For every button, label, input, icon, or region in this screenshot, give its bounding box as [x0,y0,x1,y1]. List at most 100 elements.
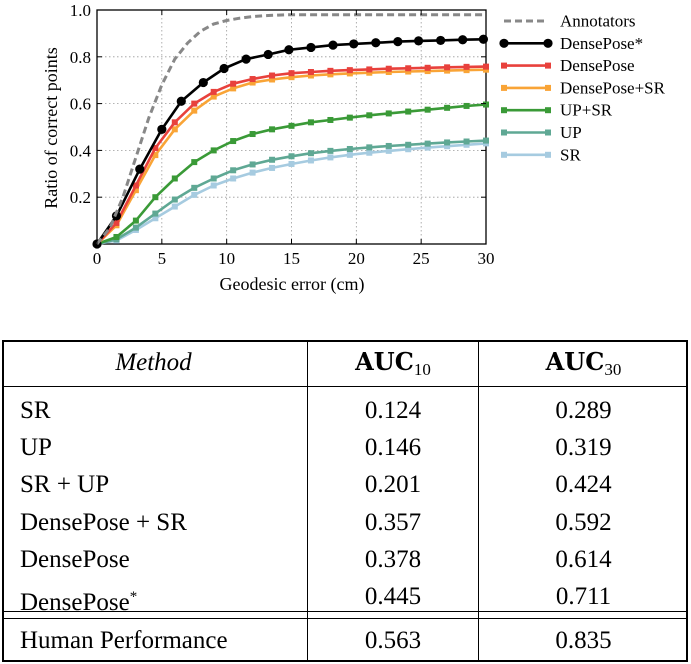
x-tick-label: 20 [348,249,365,268]
data-point [483,137,489,144]
legend-label: DensePose* [560,34,643,53]
data-point [171,196,178,203]
table-row-auc30: 0.424 [555,471,612,499]
data-point [152,194,159,201]
data-point [424,140,431,147]
data-point [132,182,139,189]
data-point [436,35,446,46]
data-point [349,39,359,49]
data-point [483,101,489,108]
data-point [371,38,381,48]
x-tick-label: 5 [158,249,167,268]
table-footer-divider [2,611,688,612]
data-point [424,106,431,113]
data-point [241,54,251,64]
data-point [210,93,217,100]
data-point [288,153,295,160]
table-row-auc10: 0.378 [364,545,422,573]
data-point [219,63,229,74]
x-tick-label: 30 [478,249,495,268]
table-row-auc10: 0.357 [364,508,422,536]
data-point [191,159,198,166]
data-point [230,80,237,87]
data-point [327,147,334,154]
data-point [306,42,316,53]
data-point [152,210,159,217]
data-point [405,108,412,115]
method-name: SR + UP [20,471,110,499]
data-point [135,164,145,174]
chart-series [92,13,489,249]
data-point [463,138,470,145]
table-header-method: Method [115,349,192,376]
data-point [463,141,470,148]
data-point [269,156,276,163]
legend-marker [543,38,553,48]
data-point [483,63,489,70]
legend-entry: UP+SR [501,101,613,120]
data-point [191,191,198,198]
data-point [405,65,412,72]
data-point [210,182,217,189]
data-point [288,70,295,77]
data-point [269,164,276,171]
legend-marker [501,62,507,69]
data-point [307,69,314,76]
y-tick-label: 0.6 [70,95,91,114]
data-point [483,66,489,73]
table-row-auc10: 0.146 [364,434,422,462]
data-point [328,40,338,50]
data-point [385,69,392,76]
data-point [385,110,392,117]
chart-ticks: 0 5 10 15 20 25 30 0.2 0.4 0.6 0.8 1.0 [70,1,495,268]
data-point [366,144,373,151]
x-axis-label: Geodesic error (cm) [220,274,365,295]
legend-marker [545,151,551,158]
auc30-main: AUC [545,347,605,376]
data-point [307,119,314,126]
data-point [152,152,159,159]
data-point [113,219,120,226]
data-point [346,67,353,74]
data-point [152,145,159,152]
data-point [152,215,159,222]
table-column-divider [478,340,479,662]
legend-marker [501,107,507,114]
data-point [444,64,451,71]
legend-entry: SR [501,145,581,164]
data-point [288,122,295,129]
table-header-auc10: AUC10 [308,347,478,385]
data-point [269,76,276,83]
auc10-main: AUC [355,347,414,376]
data-point [366,149,373,156]
results-table [2,340,688,662]
table-row-auc30: 0.614 [555,545,612,573]
legend-marker [545,107,551,114]
data-point [346,145,353,152]
data-point [385,142,392,149]
data-point [132,217,139,224]
legend-marker [501,129,507,136]
data-point [424,68,431,75]
data-point [413,36,424,46]
data-point [385,147,392,154]
legend-label: DensePose+SR [560,78,666,97]
data-point [346,70,353,77]
table-footer-divider [2,618,688,619]
data-point [171,119,178,126]
data-point [132,224,139,231]
method-name: DensePose + SR [20,508,187,536]
data-point [463,63,470,70]
table-row-method: SR [20,396,51,426]
data-point [191,184,198,191]
data-point [327,71,334,78]
y-axis-label: Ratio of correct points [41,47,61,208]
y-tick-label: 0.2 [70,188,91,207]
data-point [171,203,178,210]
method-name: DensePose [20,589,130,616]
table-row-auc30: 0.319 [555,434,612,462]
legend-entry: DensePose [501,56,635,75]
data-point [307,72,314,79]
legend-marker [545,62,551,69]
data-point [307,150,314,157]
